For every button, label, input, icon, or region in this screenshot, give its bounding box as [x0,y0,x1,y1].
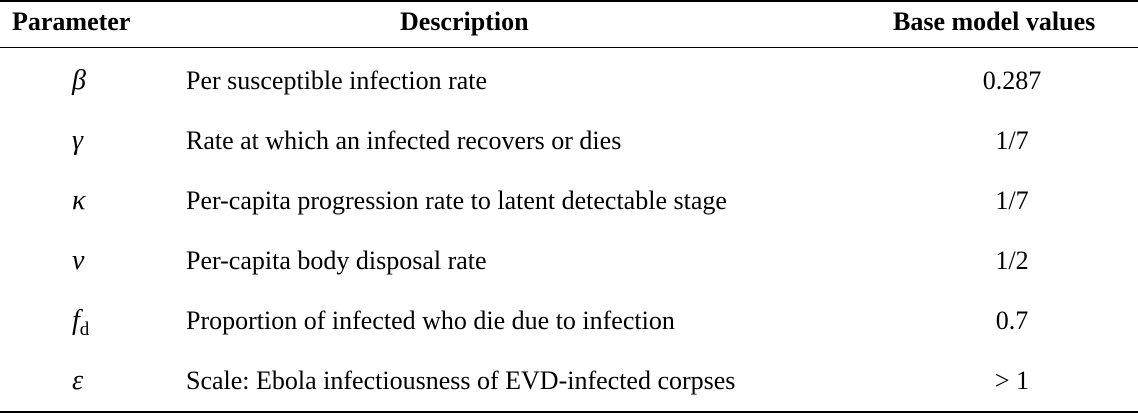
parameter-symbol: fd [72,305,90,340]
parameter-value: 1/2 [995,246,1029,275]
parameter-description: Proportion of infected who die due to in… [186,306,675,335]
parameter-description: Rate at which an infected recovers or di… [186,126,622,155]
parameter-value: 1/7 [995,126,1029,155]
table-bottom-rule [0,411,1138,413]
parameter-value: 1/7 [995,186,1029,215]
table-row: γ Rate at which an infected recovers or … [0,113,1138,169]
table-row: fd Proportion of infected who die due to… [0,293,1138,349]
parameter-subscript: d [79,319,90,340]
header-description: Description [400,7,529,36]
parameter-description: Per susceptible infection rate [186,66,488,95]
parameter-value: 0.287 [982,66,1042,95]
header-parameter: Parameter [12,7,131,36]
table-row: ε Scale: Ebola infectiousness of EVD-inf… [0,353,1138,409]
parameter-description: Scale: Ebola infectiousness of EVD-infec… [186,366,736,395]
parameter-symbol: ν [72,245,85,276]
parameter-symbol: κ [72,185,86,216]
parameter-symbol: β [72,65,86,96]
parameter-description: Per-capita body disposal rate [186,246,487,275]
table-header-rule [0,47,1138,48]
table-row: ν Per-capita body disposal rate 1/2 [0,233,1138,289]
table-row: β Per susceptible infection rate 0.287 [0,53,1138,109]
table-row: κ Per-capita progression rate to latent … [0,173,1138,229]
header-base-model-values: Base model values [893,7,1096,36]
parameter-description: Per-capita progression rate to latent de… [186,186,727,215]
parameter-symbol: ε [72,365,84,396]
parameter-value: 0.7 [995,306,1029,335]
parameter-symbol: γ [72,125,84,156]
table-top-rule [0,0,1138,2]
parameter-value: > 1 [994,366,1030,395]
